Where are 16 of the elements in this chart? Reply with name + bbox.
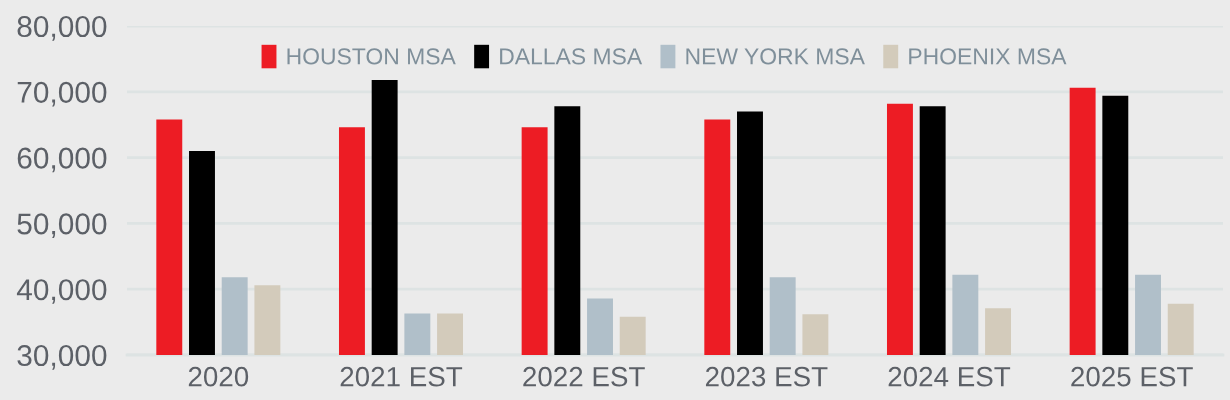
x-tick-label: 2022 EST bbox=[523, 366, 645, 387]
y-tick-label: 80,000 bbox=[17, 15, 107, 41]
x-tick-label: 2020 bbox=[188, 366, 249, 387]
legend-label: PHOENIX MSA bbox=[909, 48, 1067, 65]
legend-label: NEW YORK MSA bbox=[686, 48, 865, 65]
y-tick-label: 40,000 bbox=[16, 279, 107, 304]
legend-label: DALLAS MSA bbox=[500, 48, 643, 65]
y-tick-label: 30,000 bbox=[17, 344, 107, 370]
legend-label: HOUSTON MSA bbox=[287, 48, 456, 65]
x-tick-label: 2024 EST bbox=[888, 366, 1011, 387]
x-tick-label: 2025 EST bbox=[1071, 366, 1193, 387]
y-tick-label: 50,000 bbox=[17, 213, 107, 239]
x-tick-label: 2021 EST bbox=[340, 366, 463, 387]
y-tick-label: 70,000 bbox=[17, 81, 107, 107]
y-tick-label: 60,000 bbox=[17, 147, 107, 173]
x-tick-label: 2023 EST bbox=[705, 366, 828, 387]
